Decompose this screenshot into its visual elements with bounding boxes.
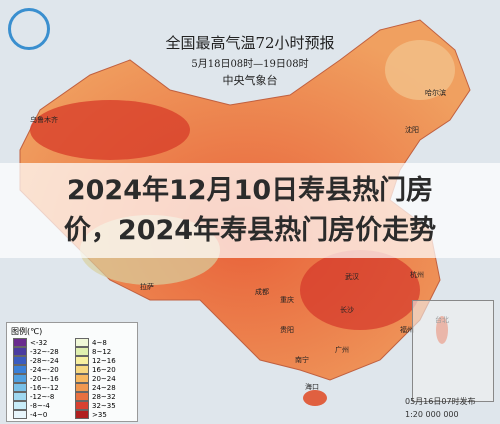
legend-swatch — [75, 338, 89, 347]
city-label: 武汉 — [345, 273, 359, 281]
city-label: 拉萨 — [140, 283, 154, 291]
map-subtitle: 5月18日08时—19日08时 — [191, 59, 309, 70]
legend-item: -8~-4 — [13, 401, 50, 410]
legend-swatch — [13, 410, 27, 419]
legend-swatch — [75, 401, 89, 410]
legend: 图例(℃) <-32 -32~-28 -28~-24 -24~-20 -20~-16 -1… — [6, 322, 138, 422]
legend-swatch — [75, 374, 89, 383]
agency: 中央气象台 — [222, 74, 278, 87]
legend-swatch — [13, 338, 27, 347]
city-label: 重庆 — [280, 296, 294, 304]
legend-label: -28~-24 — [30, 356, 59, 365]
legend-label: >35 — [92, 410, 107, 419]
legend-label: 32~35 — [92, 401, 116, 410]
city-label: 海口 — [305, 383, 319, 391]
legend-swatch — [75, 383, 89, 392]
city-label: 贵阳 — [280, 326, 294, 334]
city-label: 沈阳 — [405, 126, 419, 134]
legend-label: -4~0 — [30, 410, 48, 419]
legend-item: 4~8 — [75, 338, 107, 347]
legend-item: 24~28 — [75, 383, 116, 392]
logo — [8, 8, 50, 50]
legend-item: -20~-16 — [13, 374, 59, 383]
legend-swatch — [13, 392, 27, 401]
legend-label: 16~20 — [92, 365, 116, 374]
headline-band: 2024年12月10日寿县热门房价，2024年寿县热门房价走势 — [0, 163, 500, 258]
legend-label: -24~-20 — [30, 365, 59, 374]
legend-label: 12~16 — [92, 356, 116, 365]
city-label: 广州 — [335, 346, 349, 354]
legend-title: 图例(℃) — [11, 327, 43, 336]
legend-item: -24~-20 — [13, 365, 59, 374]
legend-item: <-32 — [13, 338, 47, 347]
legend-swatch — [75, 356, 89, 365]
legend-swatch — [75, 392, 89, 401]
legend-label: 28~32 — [92, 392, 116, 401]
legend-item: >35 — [75, 410, 107, 419]
legend-label: -12~-8 — [30, 392, 55, 401]
legend-swatch — [75, 347, 89, 356]
city-label: 哈尔滨 — [425, 89, 446, 97]
island — [303, 390, 327, 406]
legend-item: 8~12 — [75, 347, 111, 356]
issue-time: 05月16日07时发布 — [405, 397, 476, 406]
city-label: 成都 — [255, 288, 269, 296]
legend-swatch — [75, 410, 89, 419]
legend-swatch — [13, 383, 27, 392]
legend-item: -4~0 — [13, 410, 47, 419]
legend-item: 12~16 — [75, 356, 116, 365]
legend-label: 8~12 — [92, 347, 112, 356]
legend-label: <-32 — [30, 338, 48, 347]
legend-swatch — [13, 347, 27, 356]
city-label: 杭州 — [410, 271, 424, 279]
legend-label: 20~24 — [92, 374, 116, 383]
heat-region — [300, 250, 420, 330]
legend-swatch — [13, 374, 27, 383]
headline: 2024年12月10日寿县热门房价，2024年寿县热门房价走势 — [63, 174, 437, 246]
legend-item: 20~24 — [75, 374, 116, 383]
legend-swatch — [75, 365, 89, 374]
legend-item: -28~-24 — [13, 356, 59, 365]
legend-item: 32~35 — [75, 401, 116, 410]
legend-label: -16~-12 — [30, 383, 59, 392]
legend-swatch — [13, 401, 27, 410]
inset-map — [412, 300, 494, 402]
city-label: 长沙 — [340, 306, 354, 314]
map-title: 全国最高气温72小时预报 — [165, 34, 335, 52]
legend-label: -8~-4 — [30, 401, 50, 410]
cool-region — [385, 40, 455, 100]
legend-label: -32~-28 — [30, 347, 59, 356]
city-label: 福州 — [400, 326, 414, 334]
legend-label: -20~-16 — [30, 374, 59, 383]
legend-item: 16~20 — [75, 365, 116, 374]
scale: 1:20 000 000 — [405, 410, 459, 419]
legend-swatch — [13, 356, 27, 365]
city-label: 乌鲁木齐 — [30, 116, 58, 124]
legend-item: 28~32 — [75, 392, 116, 401]
city-label: 南宁 — [295, 356, 309, 364]
legend-item: -16~-12 — [13, 383, 59, 392]
heat-region — [30, 100, 190, 160]
legend-item: -32~-28 — [13, 347, 59, 356]
legend-label: 24~28 — [92, 383, 116, 392]
legend-label: 4~8 — [92, 338, 107, 347]
legend-swatch — [13, 365, 27, 374]
legend-item: -12~-8 — [13, 392, 54, 401]
